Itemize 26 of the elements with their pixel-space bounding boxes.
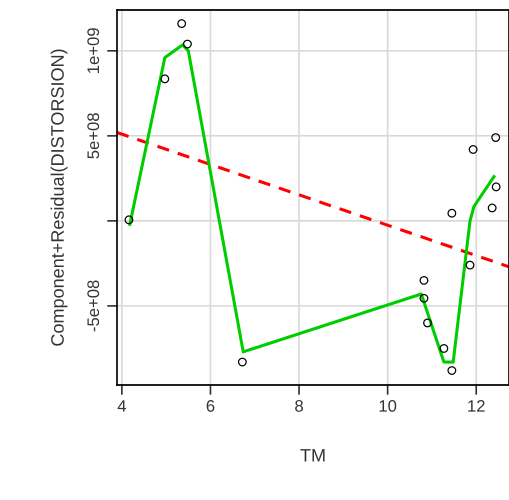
point [468,145,478,154]
point [491,133,500,142]
x-tick-label: 10 [380,400,396,412]
point [238,358,247,366]
point [124,215,134,224]
y-axis-title: Component+Residual(DISTORSION) [50,50,68,346]
point [466,260,474,270]
point [488,204,497,212]
point [420,276,428,285]
point [423,318,432,328]
point [447,366,456,375]
x-tick-label: 8 [295,400,303,412]
point [492,182,501,192]
point [447,208,456,218]
y-tick-label: 5e+08 [87,113,100,159]
y-tick-label: -5e+08 [87,280,100,332]
point [182,40,192,48]
x-tick-label: 6 [206,400,214,412]
x-axis-title: TM [300,449,325,462]
point [177,19,186,28]
y-tick-label: 1e+09 [87,28,100,73]
point [439,344,448,353]
point [420,294,428,303]
x-tick-label: 4 [118,400,126,412]
x-tick-label: 12 [468,400,485,412]
point [160,74,170,84]
